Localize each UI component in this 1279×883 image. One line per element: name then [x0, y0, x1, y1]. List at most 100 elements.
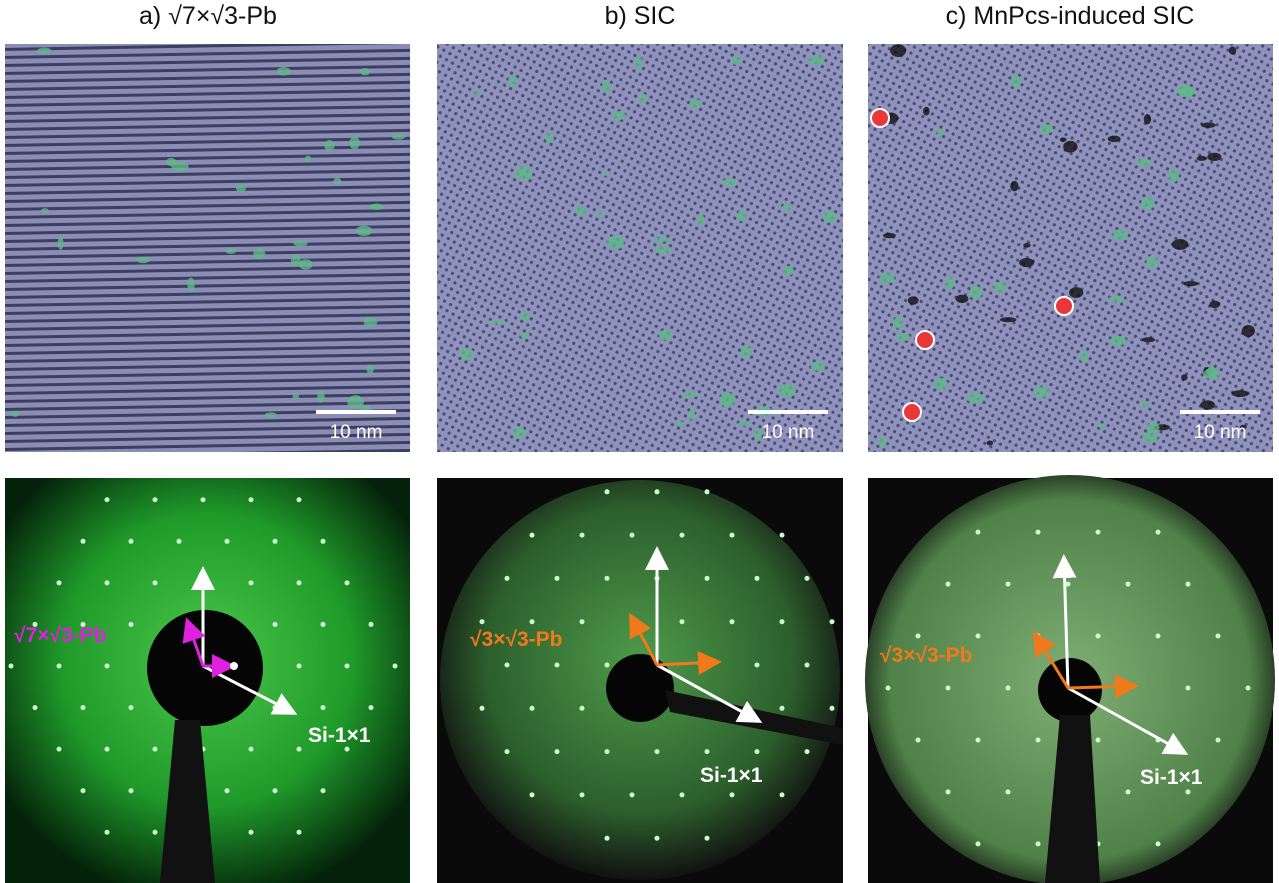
diffraction-spot	[1125, 581, 1131, 587]
diffraction-spot	[975, 737, 981, 743]
adsorbate	[349, 136, 360, 150]
adsorbate	[969, 285, 983, 300]
adsorbate	[1239, 424, 1247, 430]
holder	[160, 720, 215, 883]
adsorbate	[879, 272, 895, 284]
stm-image	[868, 44, 1273, 452]
diffraction-spot	[272, 621, 278, 627]
adsorbate	[740, 345, 752, 359]
diffraction-spot	[604, 835, 610, 841]
diffraction-spot	[754, 662, 760, 668]
diffraction-spot	[1035, 841, 1041, 847]
arrow	[656, 650, 722, 675]
arrow	[1032, 630, 1070, 689]
diffraction-spot	[629, 792, 635, 798]
diffraction-spot	[579, 705, 585, 711]
diffraction-spot	[945, 789, 951, 795]
leed-label: √3×√3-Pb	[880, 644, 973, 667]
diffraction-spot	[604, 662, 610, 668]
adsorbate	[347, 395, 364, 409]
diffraction-spot	[804, 575, 810, 581]
diffraction-spot	[128, 705, 134, 711]
adsorbate	[187, 277, 195, 291]
adsorbate	[1112, 229, 1129, 241]
leed-label: Si-1×1	[700, 764, 763, 787]
diffraction-spot	[32, 705, 38, 711]
leed-label: √7×√3-Pb	[14, 624, 107, 647]
adsorbate	[298, 259, 313, 270]
leed-label: Si-1×1	[308, 724, 371, 747]
diffraction-spot	[1095, 633, 1101, 639]
arrow	[1067, 686, 1189, 755]
diffraction-spot	[1095, 529, 1101, 535]
diffraction-spot	[320, 621, 326, 627]
diffraction-spot	[679, 792, 685, 798]
diffraction-spot	[704, 749, 710, 755]
adsorbate	[1108, 295, 1125, 302]
diffraction-spot	[272, 538, 278, 544]
adsorbate	[907, 296, 919, 305]
diffraction-spot	[1155, 633, 1161, 639]
diffraction-spot	[1185, 789, 1191, 795]
diffraction-spot	[248, 497, 254, 503]
diffraction-spot	[579, 532, 585, 538]
adsorbate	[778, 383, 796, 398]
diffraction-spot	[320, 705, 326, 711]
adsorbate	[369, 203, 384, 210]
adsorbate	[986, 440, 994, 446]
scale-label: 10 nm	[330, 422, 383, 443]
diffraction-spot	[679, 532, 685, 538]
adsorbate	[1136, 159, 1152, 167]
adsorbate	[1107, 135, 1121, 143]
diffraction-spot	[368, 621, 374, 627]
adsorbate	[878, 437, 887, 448]
adsorbate	[782, 203, 792, 212]
diffraction-spot	[604, 749, 610, 755]
adsorbate	[955, 294, 969, 304]
diffraction-spot	[296, 663, 302, 669]
adsorbate	[1228, 46, 1237, 55]
diffraction-spot	[104, 663, 110, 669]
diffraction-spot	[654, 835, 660, 841]
adsorbate	[165, 157, 177, 167]
adsorbate	[10, 410, 20, 417]
diffraction-spot	[729, 619, 735, 625]
adsorbate	[1200, 400, 1215, 410]
diffraction-spot	[629, 532, 635, 538]
diffraction-spot	[504, 749, 510, 755]
adsorbate	[822, 211, 837, 223]
diffraction-spot	[1155, 841, 1161, 847]
diffraction-spot	[224, 788, 230, 794]
diffraction-spot	[80, 788, 86, 794]
diffraction-spot	[104, 829, 110, 835]
adsorbate	[1206, 366, 1216, 377]
arrow	[629, 612, 659, 666]
arrow	[1067, 674, 1139, 699]
adsorbate	[324, 140, 335, 152]
diffraction-spot	[945, 685, 951, 691]
adsorbate	[993, 281, 1007, 293]
adsorbate	[1196, 155, 1207, 161]
scale-label: 10 nm	[762, 422, 815, 443]
molecule	[870, 108, 890, 128]
diffraction-spot	[272, 788, 278, 794]
diffraction-spot	[128, 788, 134, 794]
beam-stop	[606, 654, 674, 722]
adsorbate	[1209, 300, 1221, 309]
diffraction-spot	[104, 580, 110, 586]
diffraction-spot	[554, 749, 560, 755]
adsorbate	[936, 128, 944, 137]
adsorbate	[1039, 123, 1054, 134]
diffraction-spot	[56, 746, 62, 752]
adsorbate	[520, 312, 530, 321]
adsorbate	[754, 428, 762, 442]
adsorbate	[611, 111, 626, 121]
diffraction-spot	[975, 529, 981, 535]
diffraction-spot	[975, 633, 981, 639]
diffraction-spot	[80, 705, 86, 711]
diffraction-spot	[200, 497, 206, 503]
diffraction-spot	[392, 663, 398, 669]
panel-title: c) MnPcs-induced SIC	[946, 2, 1195, 30]
adsorbate	[652, 237, 671, 243]
diffraction-spot	[344, 746, 350, 752]
